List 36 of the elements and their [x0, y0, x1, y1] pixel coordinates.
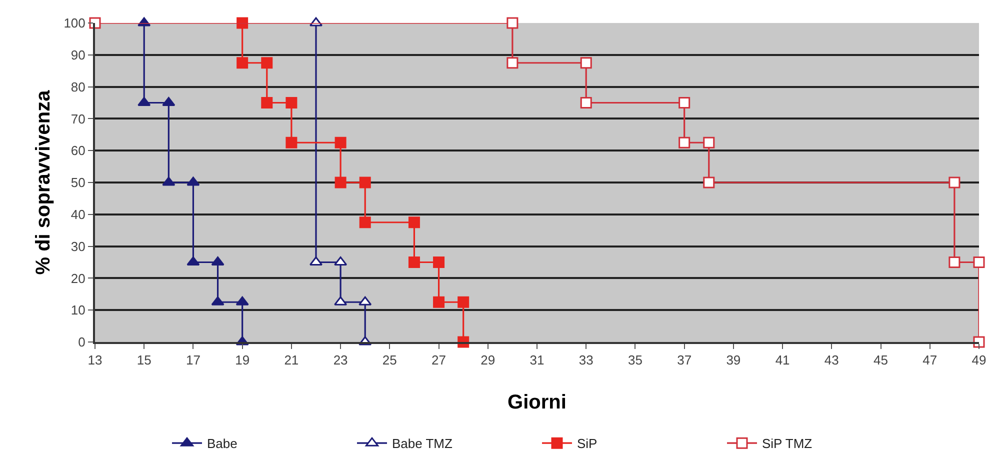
y-tick-label: 80 — [70, 79, 86, 94]
y-tick-label: 100 — [64, 16, 86, 31]
legend-label: SiP — [577, 436, 598, 452]
y-tick-label: 90 — [70, 47, 86, 62]
y-tick-label: 50 — [70, 175, 86, 190]
x-tick-label: 43 — [824, 352, 839, 368]
x-tick-label: 39 — [726, 352, 741, 368]
y-tick-label: 30 — [70, 238, 86, 254]
x-tick-label: 35 — [628, 352, 642, 368]
y-tick-label: 20 — [70, 270, 86, 286]
x-tick-label: 21 — [284, 352, 299, 368]
x-tick-label: 13 — [88, 352, 102, 368]
y-tick-label: 40 — [70, 206, 86, 222]
legend-label: Babe TMZ — [392, 436, 453, 452]
x-tick-label: 17 — [186, 352, 200, 368]
y-tick-label: 0 — [78, 334, 86, 350]
x-tick-label: 41 — [775, 352, 790, 368]
legend-label: SiP TMZ — [762, 436, 812, 452]
x-tick-label: 31 — [530, 352, 544, 368]
x-tick-label: 45 — [874, 352, 888, 368]
y-tick-label: 10 — [70, 302, 86, 318]
x-tick-label: 19 — [235, 352, 250, 368]
legend-label: Babe — [207, 436, 238, 452]
x-tick-label: 15 — [136, 352, 152, 368]
y-axis-title: % di sopravvivenza — [32, 89, 55, 275]
x-tick-label: 33 — [578, 352, 594, 368]
x-tick-label: 23 — [333, 352, 348, 368]
x-tick-label: 27 — [432, 352, 446, 368]
x-tick-label: 25 — [382, 352, 397, 368]
x-tick-label: 49 — [972, 352, 986, 368]
x-axis-title: Giorni — [508, 392, 566, 414]
y-tick-label: 60 — [70, 143, 86, 158]
x-tick-label: 37 — [677, 352, 692, 368]
x-tick-label: 47 — [922, 352, 938, 368]
x-tick-label: 29 — [480, 352, 496, 368]
y-tick-label: 70 — [70, 111, 86, 126]
